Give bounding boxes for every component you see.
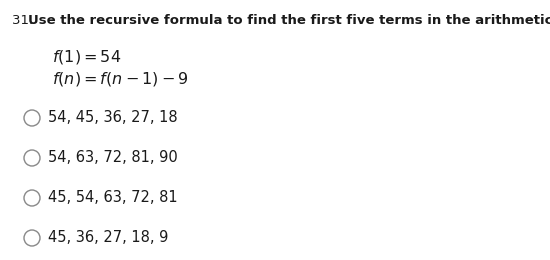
Text: $f(n) = f(n-1) - 9$: $f(n) = f(n-1) - 9$: [52, 70, 189, 88]
Text: 45, 54, 63, 72, 81: 45, 54, 63, 72, 81: [48, 191, 178, 205]
Text: 54, 63, 72, 81, 90: 54, 63, 72, 81, 90: [48, 151, 178, 166]
Text: $f(1) = 54$: $f(1) = 54$: [52, 48, 122, 66]
Text: Use the recursive formula to find the first five terms in the arithmetic sequenc: Use the recursive formula to find the fi…: [28, 14, 550, 27]
Text: 54, 45, 36, 27, 18: 54, 45, 36, 27, 18: [48, 110, 178, 126]
Text: 45, 36, 27, 18, 9: 45, 36, 27, 18, 9: [48, 231, 168, 245]
Text: 31.: 31.: [12, 14, 37, 27]
